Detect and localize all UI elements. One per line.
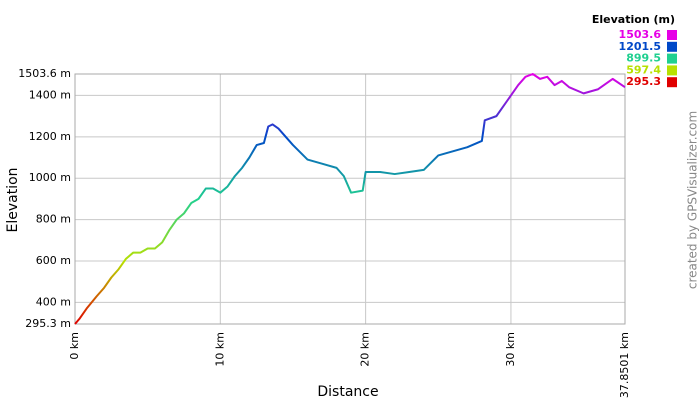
x-tick-label: 20 km xyxy=(359,332,372,367)
legend-label: 295.3 xyxy=(626,75,661,88)
y-tick-label: 1400 m xyxy=(29,88,71,101)
y-axis-label: Elevation xyxy=(5,167,21,232)
x-tick-label: 10 km xyxy=(213,332,226,367)
y-tick-label: 1000 m xyxy=(29,171,71,184)
legend-title: Elevation (m) xyxy=(592,13,675,26)
y-tick-label: 800 m xyxy=(36,213,71,226)
legend-swatch xyxy=(667,77,677,88)
plot-border xyxy=(74,73,626,325)
legend-label: 899.5 xyxy=(626,52,661,65)
x-tick-label: 37.8501 km xyxy=(618,332,631,398)
y-tick-label: 1503.6 m xyxy=(18,67,71,80)
legend-swatch xyxy=(667,53,677,64)
y-tick-label: 600 m xyxy=(36,254,71,267)
y-tick-label: 400 m xyxy=(36,295,71,308)
legend-label: 1503.6 xyxy=(619,28,662,41)
x-axis-label: Distance xyxy=(317,384,378,400)
legend-swatch xyxy=(667,65,677,76)
credit: created by GPSVisualizer.com xyxy=(686,111,700,289)
legend-swatch xyxy=(667,30,677,40)
x-tick-label: 0 km xyxy=(68,332,81,360)
x-tick-label: 30 km xyxy=(504,332,517,367)
legend-label: 1201.5 xyxy=(619,40,661,53)
legend-label: 597.4 xyxy=(626,63,661,76)
y-tick-label: 1200 m xyxy=(29,130,71,143)
legend-swatch xyxy=(667,41,677,52)
elevation-line xyxy=(74,73,626,325)
y-tick-label: 295.3 m xyxy=(25,317,71,330)
